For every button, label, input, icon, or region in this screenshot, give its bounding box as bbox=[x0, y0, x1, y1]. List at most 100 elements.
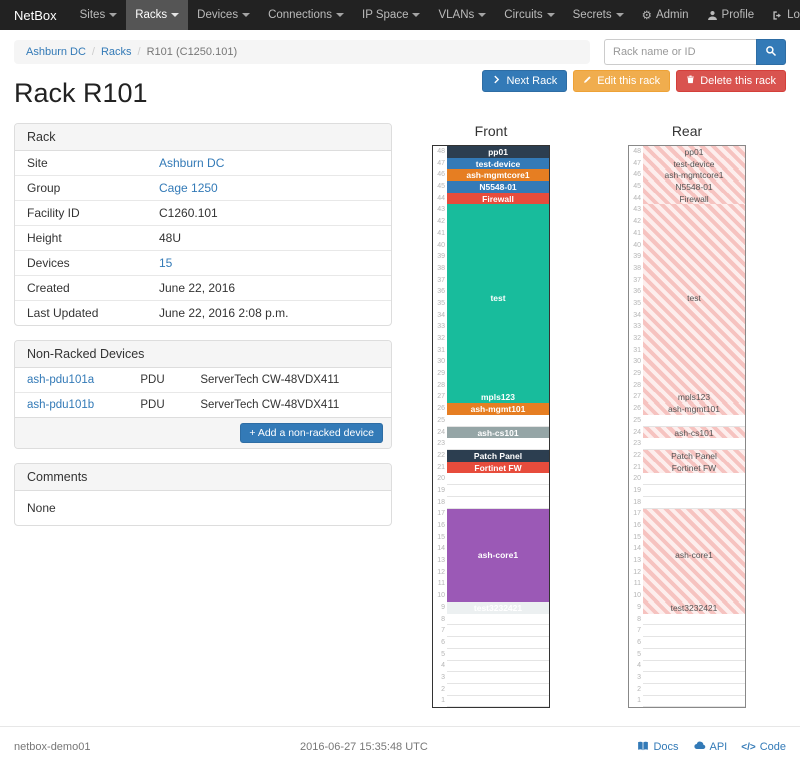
unit-number: 8 bbox=[637, 615, 641, 623]
device-type: ServerTech CW-48VDX411 bbox=[200, 374, 340, 386]
footer-links: Docs API </> Code bbox=[637, 739, 786, 755]
rack-slot-empty-u6[interactable] bbox=[447, 637, 549, 649]
chevron-down-icon bbox=[478, 13, 487, 17]
unit-number: 34 bbox=[437, 311, 445, 319]
rack-slot-n5548-01[interactable]: N5548-01 bbox=[643, 181, 745, 193]
breadcrumb-item-racks[interactable]: Racks bbox=[100, 46, 132, 58]
unit-number: 37 bbox=[633, 276, 641, 284]
docs-link[interactable]: Docs bbox=[637, 740, 679, 755]
rack-slot-empty-u1[interactable] bbox=[643, 695, 745, 708]
rack-slot-mpls123[interactable]: mpls123 bbox=[643, 391, 745, 404]
chevron-down-icon bbox=[615, 13, 624, 17]
unit-number: 9 bbox=[441, 603, 445, 611]
rack-slot-test3232421[interactable]: test3232421 bbox=[643, 602, 745, 614]
attr-value-group[interactable]: Cage 1250 bbox=[159, 181, 218, 195]
rack-slot-test-device[interactable]: test-device bbox=[643, 157, 745, 170]
rack-slot-empty-u19[interactable] bbox=[447, 485, 549, 497]
unit-number: 17 bbox=[437, 510, 445, 518]
attr-value-site[interactable]: Ashburn DC bbox=[159, 156, 225, 170]
rack-slot-empty-u5[interactable] bbox=[447, 648, 549, 661]
delete-rack-button[interactable]: Delete this rack bbox=[676, 70, 786, 92]
rack-slot-firewall[interactable]: Firewall bbox=[447, 192, 549, 205]
edit-rack-button[interactable]: Edit this rack bbox=[573, 70, 671, 92]
unit-number: 6 bbox=[441, 638, 445, 646]
rack-slot-ash-cs101[interactable]: ash-cs101 bbox=[643, 426, 745, 439]
nav-item-devices[interactable]: Devices bbox=[188, 0, 259, 30]
rack-slot-patch-panel[interactable]: Patch Panel bbox=[643, 450, 745, 462]
rack-slot-empty-u3[interactable] bbox=[447, 672, 549, 684]
rack-slot-empty-u8[interactable] bbox=[643, 613, 745, 626]
rack-slot-empty-u8[interactable] bbox=[447, 613, 549, 626]
nav-item-ip-space[interactable]: IP Space bbox=[353, 0, 429, 30]
search-input[interactable] bbox=[604, 39, 756, 65]
front-elevation-title: Front bbox=[474, 123, 508, 139]
nav-item-racks[interactable]: Racks bbox=[126, 0, 189, 30]
rack-slot-empty-u18[interactable] bbox=[643, 496, 745, 509]
rack-slot-ash-mgmt101[interactable]: ash-mgmt101 bbox=[447, 403, 549, 415]
rack-slot-test[interactable]: test bbox=[643, 204, 745, 392]
code-link[interactable]: </> Code bbox=[741, 741, 786, 753]
rack-slot-empty-u18[interactable] bbox=[447, 496, 549, 509]
rack-slot-empty-u23[interactable] bbox=[643, 438, 745, 451]
api-link[interactable]: API bbox=[693, 739, 727, 755]
rack-slot-mpls123[interactable]: mpls123 bbox=[447, 391, 549, 404]
rack-slot-empty-u6[interactable] bbox=[643, 637, 745, 649]
rack-slot-fortinet-fw[interactable]: Fortinet FW bbox=[447, 461, 549, 474]
rack-slot-patch-panel[interactable]: Patch Panel bbox=[447, 450, 549, 462]
unit-number: 44 bbox=[437, 194, 445, 202]
rack-slot-ash-mgmt101[interactable]: ash-mgmt101 bbox=[643, 403, 745, 415]
rack-slot-empty-u19[interactable] bbox=[643, 485, 745, 497]
rack-slot-test-device[interactable]: test-device bbox=[447, 157, 549, 170]
rack-slot-empty-u23[interactable] bbox=[447, 438, 549, 451]
nav-item-vlans[interactable]: VLANs bbox=[429, 0, 495, 30]
log-out-button[interactable]: Log out bbox=[763, 0, 800, 30]
gear-icon: ⚙ bbox=[641, 10, 652, 22]
rack-slot-empty-u2[interactable] bbox=[447, 683, 549, 696]
rack-slot-empty-u4[interactable] bbox=[447, 660, 549, 673]
unit-number: 39 bbox=[633, 253, 641, 261]
rack-slot-empty-u1[interactable] bbox=[447, 695, 549, 708]
rack-slot-fortinet-fw[interactable]: Fortinet FW bbox=[643, 461, 745, 474]
rack-slot-empty-u2[interactable] bbox=[643, 683, 745, 696]
rack-slot-empty-u20[interactable] bbox=[643, 473, 745, 486]
code-icon: </> bbox=[741, 741, 756, 753]
unit-number: 18 bbox=[437, 498, 445, 506]
app-brand[interactable]: NetBox bbox=[14, 7, 57, 23]
breadcrumb-item-ashburn-dc[interactable]: Ashburn DC bbox=[26, 46, 86, 58]
rack-slot-empty-u5[interactable] bbox=[643, 648, 745, 661]
rack-slot-ash-core1[interactable]: ash-core1 bbox=[447, 508, 549, 603]
rack-slot-ash-mgmtcore1[interactable]: ash-mgmtcore1 bbox=[447, 169, 549, 182]
attr-value-devices[interactable]: 15 bbox=[159, 256, 173, 270]
rack-slot-test[interactable]: test bbox=[447, 204, 549, 392]
rack-slot-empty-u3[interactable] bbox=[643, 672, 745, 684]
next-rack-button[interactable]: Next Rack bbox=[482, 70, 568, 92]
rack-slot-pp01[interactable]: pp01 bbox=[643, 146, 745, 158]
rack-slot-ash-mgmtcore1[interactable]: ash-mgmtcore1 bbox=[643, 169, 745, 182]
footer-timestamp: 2016-06-27 15:35:48 UTC bbox=[300, 741, 428, 754]
unit-number: 23 bbox=[633, 440, 641, 448]
device-link-ash-pdu101b[interactable]: ash-pdu101b bbox=[27, 399, 95, 411]
rack-slot-empty-u7[interactable] bbox=[447, 625, 549, 638]
rack-slot-n5548-01[interactable]: N5548-01 bbox=[447, 181, 549, 193]
rack-slot-empty-u25[interactable] bbox=[643, 415, 745, 427]
add-non-racked-device-button[interactable]: + Add a non-racked device bbox=[240, 423, 383, 443]
rack-slot-ash-core1[interactable]: ash-core1 bbox=[643, 508, 745, 603]
nav-item-connections[interactable]: Connections bbox=[259, 0, 353, 30]
rack-slot-empty-u25[interactable] bbox=[447, 415, 549, 427]
rack-slot-firewall[interactable]: Firewall bbox=[643, 192, 745, 205]
rack-slot-pp01[interactable]: pp01 bbox=[447, 146, 549, 158]
profile-button[interactable]: Profile bbox=[698, 0, 764, 30]
nav-item-sites[interactable]: Sites bbox=[71, 0, 127, 30]
rack-slot-empty-u20[interactable] bbox=[447, 473, 549, 486]
search-button[interactable] bbox=[756, 39, 786, 65]
rack-slot-empty-u4[interactable] bbox=[643, 660, 745, 673]
rack-info-panel-title: Rack bbox=[15, 124, 391, 151]
rack-slot-test3232421[interactable]: test3232421 bbox=[447, 602, 549, 614]
device-link-ash-pdu101a[interactable]: ash-pdu101a bbox=[27, 374, 95, 386]
nav-item-circuits[interactable]: Circuits bbox=[495, 0, 563, 30]
admin-button[interactable]: ⚙ Admin bbox=[633, 0, 698, 30]
nav-item-secrets[interactable]: Secrets bbox=[564, 0, 633, 30]
rack-slot-ash-cs101[interactable]: ash-cs101 bbox=[447, 426, 549, 439]
attr-label: Last Updated bbox=[15, 300, 147, 325]
rack-slot-empty-u7[interactable] bbox=[643, 625, 745, 638]
